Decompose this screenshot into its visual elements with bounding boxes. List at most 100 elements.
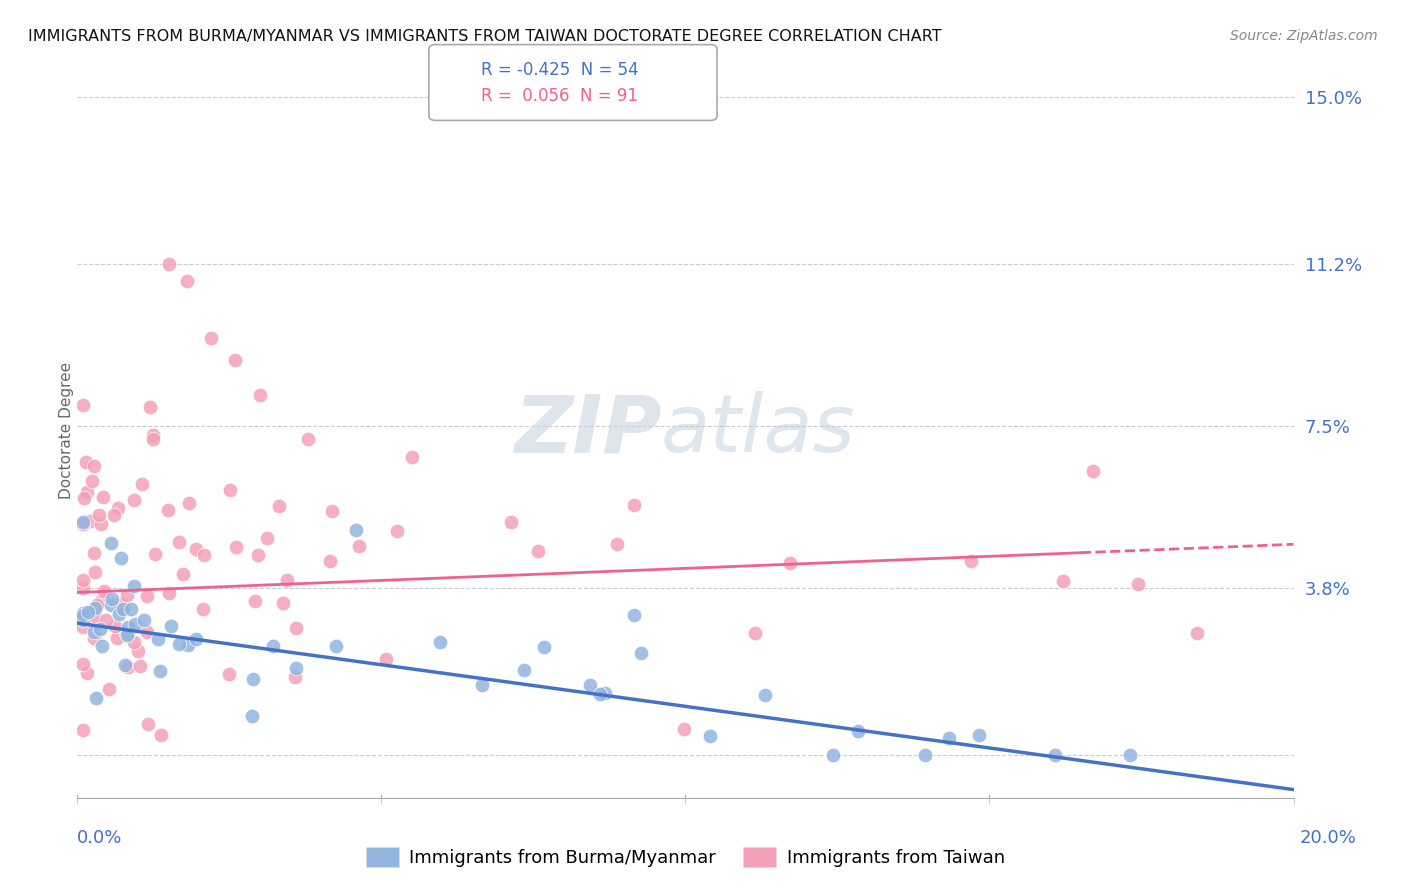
Point (284, 670, 307, 684)
Point (276, 574, 298, 588)
Point (86, 690, 108, 705)
Point (471, 678, 494, 692)
Text: atlas: atlas (661, 392, 856, 469)
Point (72, 620, 94, 634)
Point (593, 686, 616, 700)
Point (83, 566, 105, 580)
Point (297, 432, 319, 446)
Point (114, 626, 136, 640)
Point (72, 606, 94, 620)
Point (108, 607, 131, 622)
Point (87, 508, 110, 522)
Point (186, 632, 208, 646)
Point (72, 491, 94, 506)
Point (157, 586, 180, 600)
Point (79, 515, 101, 529)
Point (135, 589, 157, 603)
Point (75, 455, 97, 469)
Point (122, 579, 145, 593)
Point (117, 625, 139, 640)
Point (513, 663, 536, 677)
Point (914, 747, 936, 762)
Point (321, 504, 343, 518)
Point (83, 631, 105, 645)
Point (218, 667, 240, 681)
Point (72, 723, 94, 737)
Point (76, 484, 98, 499)
Point (90, 594, 112, 608)
Y-axis label: Doctorate Degree: Doctorate Degree (59, 362, 73, 499)
Point (72, 515, 94, 529)
Point (100, 599, 122, 613)
Point (157, 257, 180, 271)
Point (630, 646, 652, 660)
Point (142, 428, 165, 442)
Point (744, 626, 766, 640)
Point (127, 644, 149, 658)
Point (401, 450, 423, 464)
Point (84, 609, 107, 624)
Point (115, 628, 138, 642)
Point (184, 541, 207, 556)
Point (606, 537, 628, 551)
Text: IMMIGRANTS FROM BURMA/MYANMAR VS IMMIGRANTS FROM TAIWAN DOCTORATE DEGREE CORRELA: IMMIGRANTS FROM BURMA/MYANMAR VS IMMIGRA… (28, 29, 942, 44)
Text: ZIP: ZIP (513, 392, 661, 469)
Point (122, 492, 145, 507)
Point (249, 388, 271, 402)
Point (134, 613, 156, 627)
Point (285, 621, 308, 635)
Point (177, 639, 200, 653)
Point (172, 566, 194, 581)
Point (1052, 574, 1074, 589)
Point (673, 722, 696, 736)
Point (103, 619, 125, 633)
Point (72, 613, 94, 627)
Text: R = -0.425  N = 54: R = -0.425 N = 54 (481, 61, 638, 78)
Point (1185, 625, 1208, 640)
Point (1126, 577, 1149, 591)
Point (117, 659, 139, 673)
Point (72, 573, 94, 587)
Point (242, 672, 264, 686)
Point (429, 634, 451, 648)
Point (90, 517, 112, 532)
Point (138, 401, 160, 415)
Point (846, 723, 869, 738)
Point (149, 664, 172, 678)
Point (72, 516, 94, 531)
Point (247, 548, 270, 562)
Point (112, 601, 135, 615)
Point (72, 398, 94, 412)
Point (167, 637, 190, 651)
Point (142, 432, 165, 446)
Point (193, 549, 215, 563)
Point (143, 547, 166, 561)
Point (623, 608, 645, 623)
Point (344, 524, 367, 538)
Point (699, 729, 721, 743)
Point (83, 546, 105, 560)
Point (240, 708, 263, 723)
Point (589, 687, 612, 701)
Point (533, 640, 555, 655)
Point (114, 657, 136, 672)
Point (269, 499, 291, 513)
Point (243, 594, 266, 608)
Point (160, 619, 183, 633)
Text: Source: ZipAtlas.com: Source: ZipAtlas.com (1230, 29, 1378, 43)
Point (91, 639, 114, 653)
Point (101, 591, 124, 606)
Point (177, 496, 200, 510)
Point (271, 596, 294, 610)
Point (167, 535, 190, 549)
Point (1045, 747, 1067, 762)
Point (938, 731, 960, 746)
Point (115, 588, 138, 602)
Point (128, 659, 150, 673)
Point (347, 539, 370, 553)
Point (385, 524, 408, 538)
Point (969, 728, 991, 742)
Point (103, 508, 125, 523)
Point (579, 678, 602, 692)
Point (83, 601, 105, 615)
